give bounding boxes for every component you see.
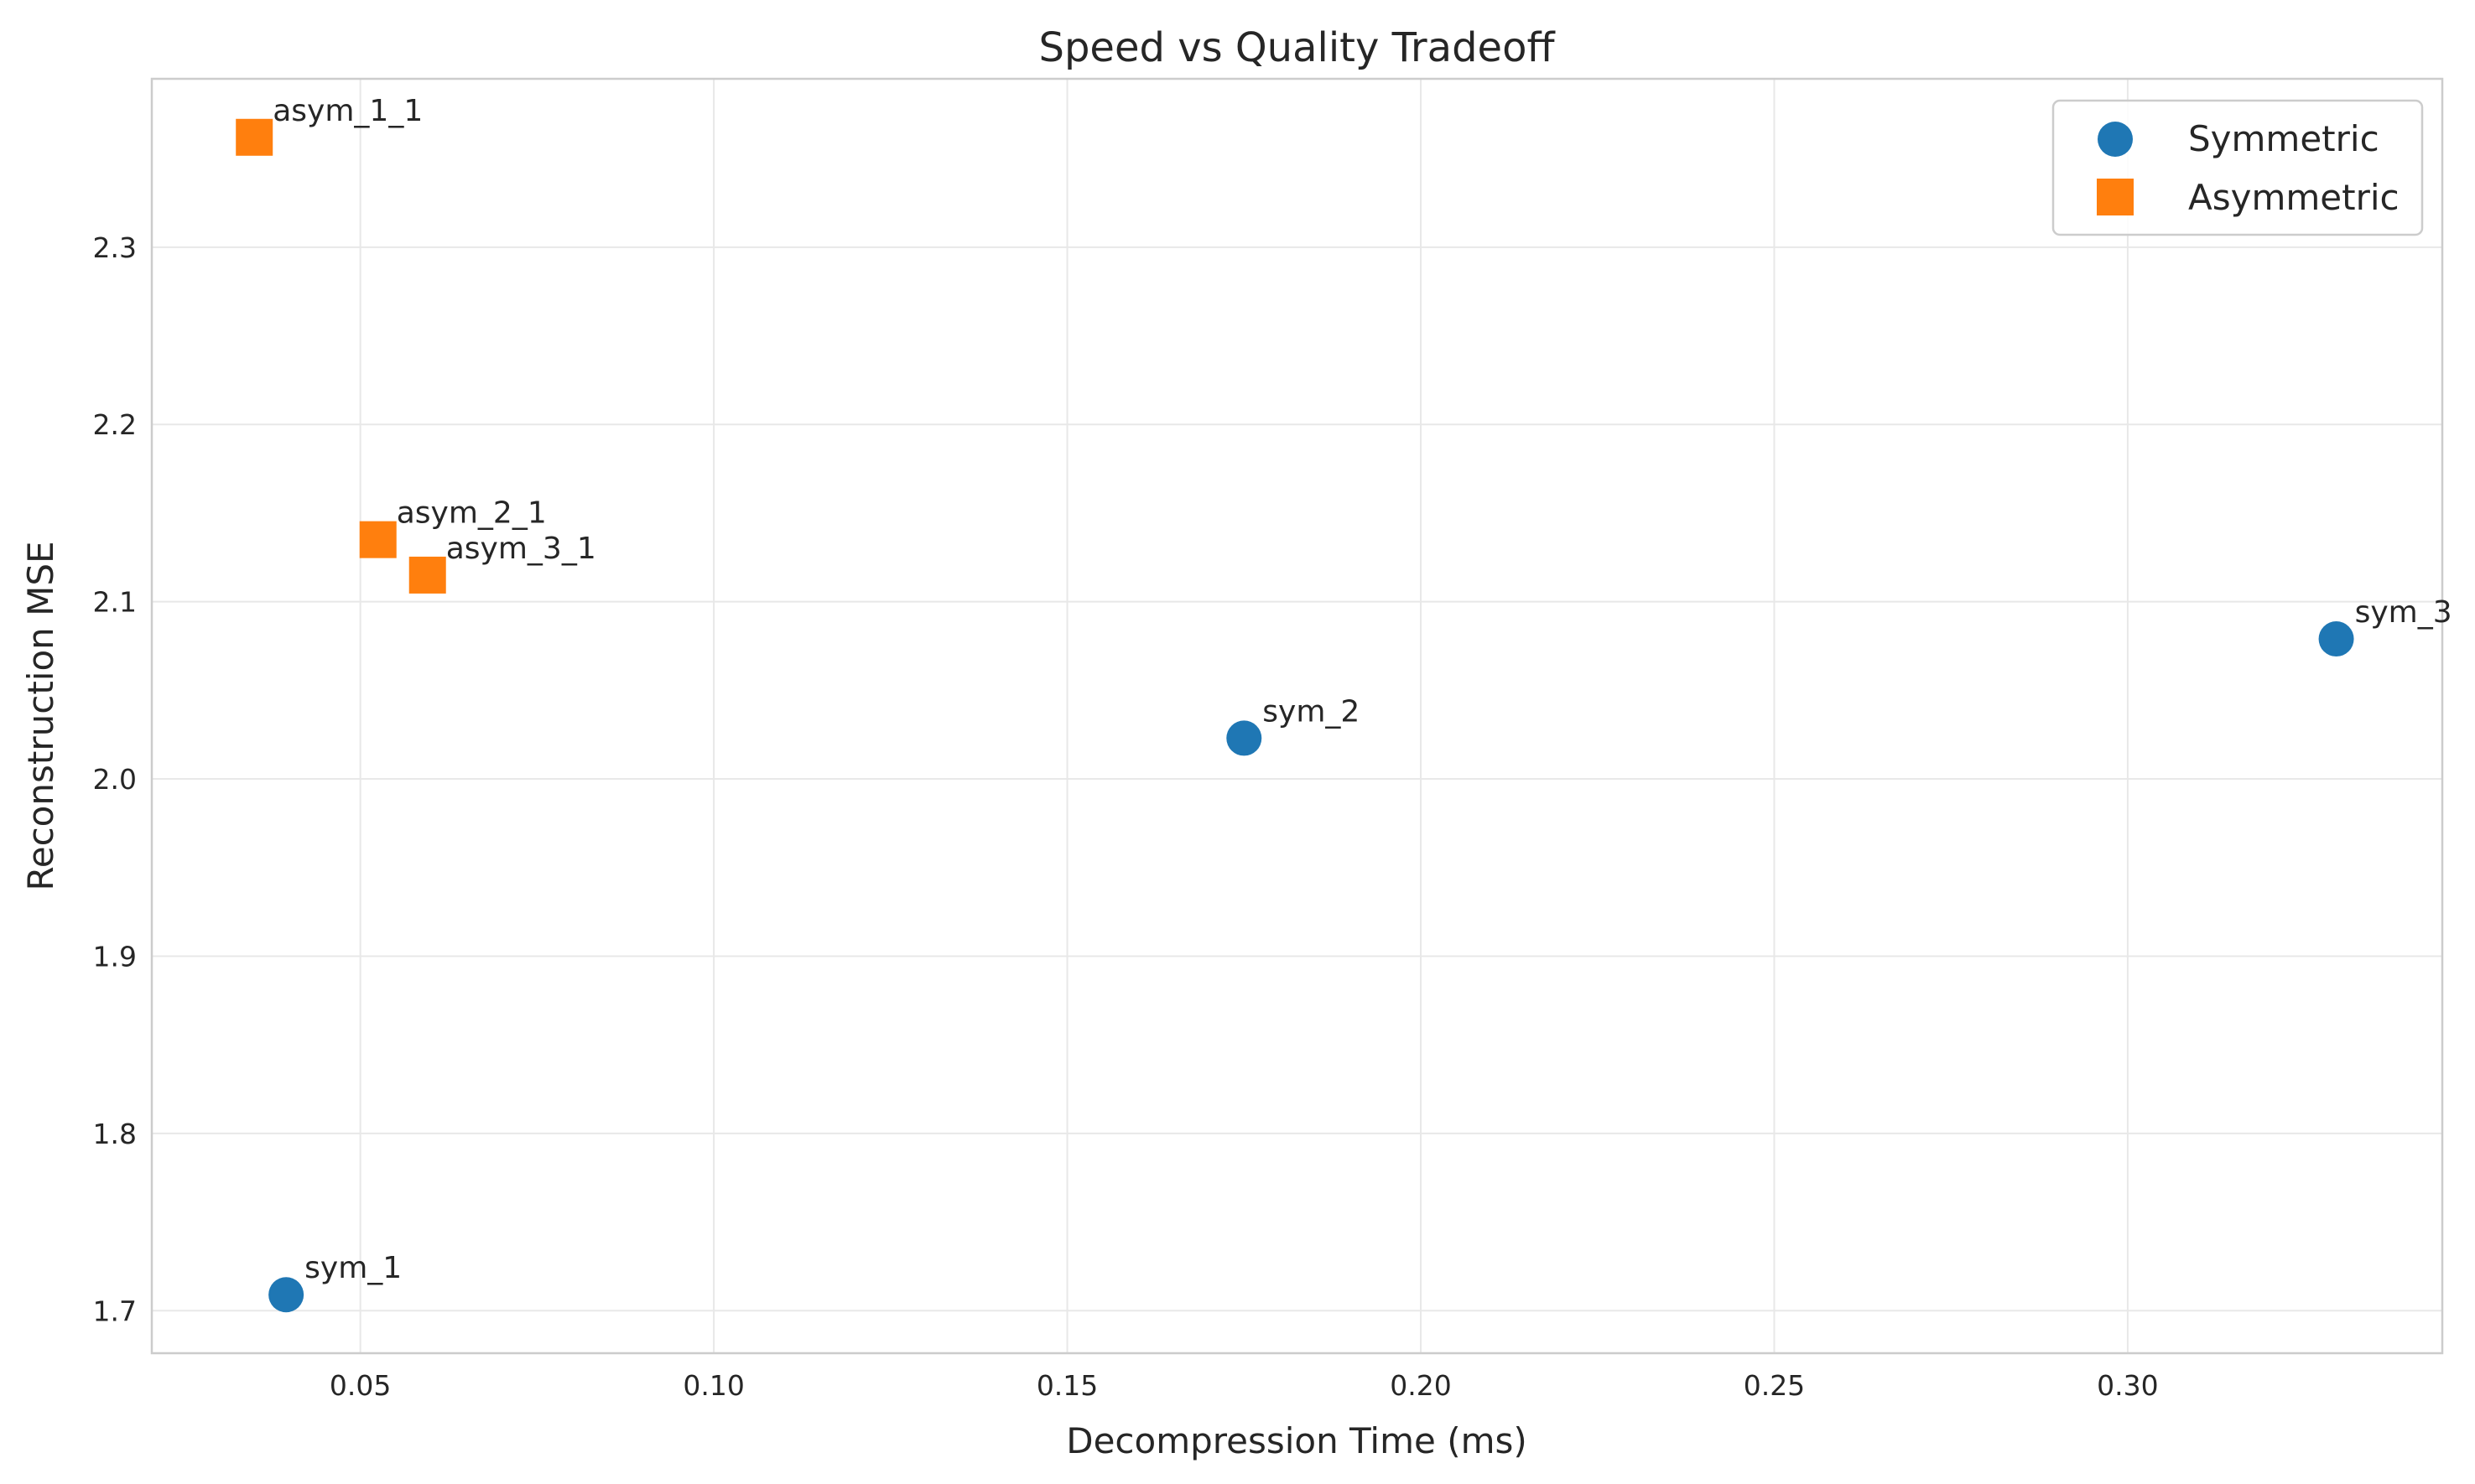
data-point-sym-2: [1226, 720, 1262, 756]
point-label-asym-1-1: asym_1_1: [273, 94, 423, 128]
point-label-asym-2-1: asym_2_1: [397, 496, 547, 531]
y-tick-label: 2.1: [93, 586, 137, 619]
x-tick-label: 0.05: [330, 1369, 391, 1402]
point-label-sym-1: sym_1: [304, 1251, 402, 1285]
point-label-sym-3: sym_3: [2355, 595, 2452, 630]
legend-marker-asymmetric: [2097, 179, 2134, 215]
plot-frame: [150, 77, 2444, 1355]
x-tick-label: 0.30: [2097, 1369, 2158, 1402]
legend-label-asymmetric: Asymmetric: [2188, 177, 2400, 218]
x-tick-label: 0.10: [683, 1369, 744, 1402]
y-tick-label: 1.7: [93, 1295, 137, 1327]
chart-title: Speed vs Quality Tradeoff: [1038, 24, 1555, 71]
data-point-sym-1: [268, 1277, 304, 1313]
grid: [152, 79, 2442, 1353]
legend: Symmetric Asymmetric: [2051, 99, 2424, 236]
x-axis-label: Decompression Time (ms): [1066, 1420, 1527, 1461]
tick-labels: 0.05 0.10 0.15 0.20 0.25 0.30 1.7 1.8 1.9 2.0 2.1 2…: [93, 231, 2159, 1402]
data-point-sym-3: [2318, 621, 2354, 657]
y-axis-label: Reconstruction MSE: [20, 541, 61, 890]
y-tick-label: 2.0: [93, 763, 137, 796]
data-points: [236, 118, 2354, 1313]
legend-marker-symmetric: [2098, 122, 2133, 157]
point-label-asym-3-1: asym_3_1: [446, 532, 596, 566]
legend-label-symmetric: Symmetric: [2188, 118, 2379, 159]
legend-box: [2051, 99, 2424, 236]
y-tick-label: 2.3: [93, 231, 137, 264]
data-point-asym-2-1: [359, 521, 397, 558]
y-tick-label: 1.9: [93, 940, 137, 973]
data-point-asym-1-1: [236, 118, 273, 156]
x-tick-label: 0.20: [1390, 1369, 1451, 1402]
y-tick-label: 1.8: [93, 1118, 137, 1150]
x-tick-label: 0.15: [1037, 1369, 1098, 1402]
y-tick-label: 2.2: [93, 408, 137, 441]
point-label-sym-2: sym_2: [1262, 694, 1360, 729]
x-tick-label: 0.25: [1744, 1369, 1805, 1402]
data-point-asym-3-1: [408, 556, 446, 594]
